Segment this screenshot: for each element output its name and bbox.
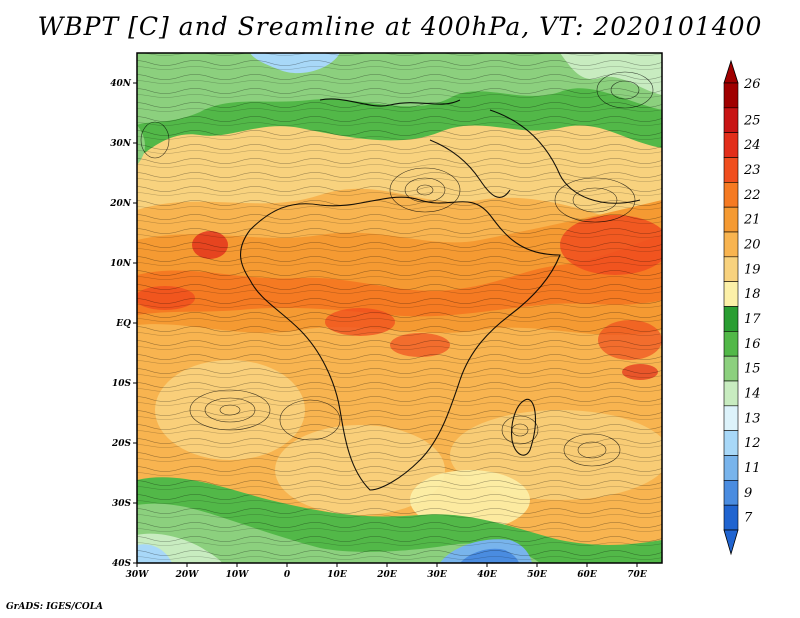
colorbar-label: 21	[743, 213, 761, 228]
colorbar-swatch	[723, 231, 739, 258]
lat-label: 30S	[112, 499, 132, 509]
colorbar-swatch	[723, 281, 739, 307]
colorbar-label: 18	[744, 287, 761, 302]
latitude-axis: 40N 30N 20N 10N EQ 10S 20S 30S 40S	[109, 79, 137, 569]
colorbar-label: 23	[743, 163, 761, 178]
lat-label: EQ	[115, 319, 131, 329]
lat-label: 20S	[111, 439, 132, 449]
colorbar-swatch	[723, 331, 739, 357]
colorbar-swatch	[723, 206, 739, 233]
lon-label: 30E	[427, 570, 447, 580]
colorbar-label: 17	[744, 312, 761, 327]
lon-label: 60E	[577, 570, 597, 580]
colorbar-label: 16	[744, 337, 761, 352]
lon-label: 40E	[477, 570, 497, 580]
colorbar-label: 13	[744, 411, 761, 426]
colorbar-swatch	[723, 256, 739, 282]
colorbar-swatch	[723, 182, 739, 208]
longitude-axis: 30W 20W 10W 0 10E 20E 30E 40E 50E 60E 70E	[126, 563, 647, 580]
colorbar-label: 7	[744, 511, 753, 526]
colorbar-label: 19	[744, 262, 761, 277]
lat-label: 40N	[110, 79, 132, 89]
colorbar-swatch	[723, 380, 739, 407]
colorbar-swatch	[723, 504, 739, 531]
lon-label: 20E	[376, 570, 397, 580]
lat-label: 40S	[112, 559, 132, 569]
lon-label: 50E	[527, 570, 547, 580]
colorbar-label: 12	[744, 436, 761, 451]
colorbar-swatch	[723, 430, 739, 456]
chart-title: WBPT [C] and Sreamline at 400hPa, VT: 20…	[37, 12, 763, 41]
colorbar-swatch	[723, 480, 739, 506]
colorbar-swatch	[723, 157, 739, 183]
lat-label: 20N	[109, 199, 132, 209]
colorbar-label: 25	[743, 113, 761, 128]
colorbar-swatch	[723, 107, 739, 133]
colorbar-swatch	[723, 82, 739, 109]
colorbar-swatch	[723, 355, 739, 382]
colorbar-label: 14	[744, 386, 761, 401]
wbpt-field	[137, 53, 662, 563]
colorbar-label: 20	[743, 237, 761, 252]
lat-label: 10N	[110, 259, 132, 269]
colorbar: 26 25 24 23 22 21 20 19 18 17 16 15 14 13 12 11 9 7	[723, 59, 761, 556]
colorbar-swatch	[723, 132, 739, 158]
lon-label: 10W	[226, 570, 250, 580]
lon-label: 70E	[627, 570, 647, 580]
colorbar-min-arrow	[723, 529, 739, 556]
lon-label: 30W	[126, 570, 150, 580]
lon-label: 20W	[175, 570, 200, 580]
colorbar-label: 24	[743, 138, 761, 153]
lon-label: 0	[284, 570, 291, 580]
colorbar-swatch	[723, 306, 739, 332]
colorbar-max-arrow	[723, 59, 739, 84]
colorbar-label: 22	[743, 188, 761, 203]
colorbar-swatch	[723, 455, 739, 481]
colorbar-label: 11	[744, 461, 761, 476]
map-frame	[136, 52, 663, 564]
colorbar-swatch	[723, 405, 739, 431]
colorbar-label: 9	[744, 486, 752, 501]
lon-label: 10E	[327, 570, 347, 580]
colorbar-label: 15	[744, 362, 761, 377]
lat-label: 10S	[112, 379, 132, 389]
lat-label: 30N	[110, 139, 132, 149]
colorbar-label: 26	[743, 77, 761, 92]
credit-label: GrADS: IGES/COLA	[6, 602, 104, 612]
